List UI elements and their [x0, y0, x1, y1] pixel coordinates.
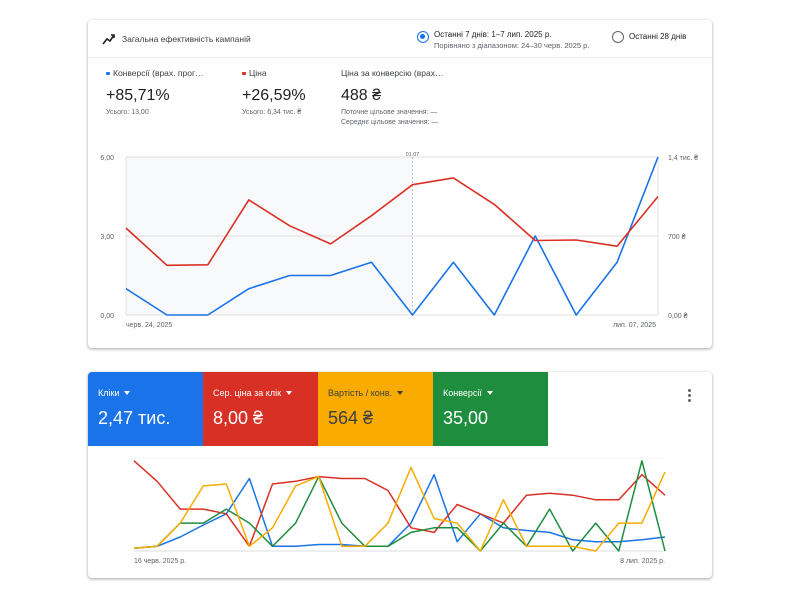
tile-avg-cpc-name: Сер. ціна за клік — [213, 388, 282, 398]
y-left-tick-label: 6,00 — [100, 155, 114, 162]
tile-conversions-name: Конверсії — [443, 388, 482, 398]
x-tick-label-end: 8 лип. 2025 р. — [620, 558, 665, 565]
tile-avg-cpc[interactable]: Сер. ціна за клік 8,00 ₴ — [203, 372, 318, 446]
tile-cpa-value: 564 ₴ — [328, 408, 374, 428]
x-tick-label-start: черв. 24, 2025 — [126, 322, 172, 329]
caret-down-icon[interactable] — [397, 391, 404, 395]
y-right-tick-label: 0,00 ₴ — [668, 313, 688, 320]
metric-conversions-total: Усього: 13,00 — [106, 109, 149, 116]
metric-cost-total: Усього: 6,34 тис. ₴ — [242, 109, 302, 116]
metric-cpa-average-target: Середнє цільове значення: — — [341, 119, 439, 126]
performance-line-chart[interactable]: 0,00 0,00 ₴ 3,00 700 ₴ 6,00 1,4 тис. ₴ 01.07 че… — [88, 150, 712, 340]
tile-avg-cpc-value: 8,00 ₴ — [213, 408, 264, 428]
tile-conversions[interactable]: Конверсії 35,00 — [433, 372, 548, 446]
metric-cost-name: Ціна — [249, 68, 267, 78]
metric-cost-per-conversion[interactable]: Ціна за конверсію (врах… 488 ₴ Поточне ц… — [341, 68, 443, 128]
performance-card-header: Загальна ефективність кампаній Останні 7… — [88, 20, 712, 58]
metric-cpa-name: Ціна за конверсію (врах… — [341, 68, 444, 78]
range-28-days-radio[interactable] — [612, 31, 624, 43]
tile-cpa-name: Вартість / конв. — [328, 388, 393, 398]
tile-cost-per-conversion[interactable]: Вартість / конв. 564 ₴ — [318, 372, 433, 446]
series-line-0 — [133, 473, 666, 549]
tile-clicks-value: 2,47 тис. — [98, 408, 171, 428]
conversions-legend-dot — [106, 71, 110, 75]
tile-clicks-name: Кліки — [98, 388, 120, 398]
y-right-tick-label: 700 ₴ — [668, 234, 686, 241]
series-line-1 — [125, 177, 659, 267]
caret-down-icon[interactable] — [486, 391, 493, 395]
caret-down-icon[interactable] — [124, 391, 131, 395]
y-left-tick-label: 0,00 — [100, 313, 114, 320]
series-line-2 — [133, 460, 666, 552]
series-line-1 — [133, 460, 666, 548]
metric-cpa-current-target: Поточне цільове значення: — — [341, 109, 438, 116]
range-7-days-radio[interactable] — [417, 31, 429, 43]
caret-down-icon[interactable] — [286, 391, 293, 395]
more-vert-icon[interactable] — [684, 388, 694, 404]
cost-legend-dot — [242, 71, 246, 75]
metric-tiles: Кліки 2,47 тис. Сер. ціна за клік 8,00 ₴… — [88, 372, 712, 446]
tile-conversions-value: 35,00 — [443, 408, 489, 428]
metric-conversions-name: Конверсії (врах. прог… — [113, 68, 204, 78]
x-tick-label-end: лип. 07, 2025 — [613, 322, 656, 329]
y-left-tick-label: 3,00 — [100, 234, 114, 241]
metrics-multiline-chart[interactable]: 16 черв. 2025 р. 8 лип. 2025 р. — [88, 448, 712, 578]
date-marker-label: 01.07 — [406, 152, 420, 158]
x-tick-label-start: 16 черв. 2025 р. — [134, 558, 186, 565]
metrics-overview-card: Кліки 2,47 тис. Сер. ціна за клік 8,00 ₴… — [88, 372, 712, 578]
range-7-days-comparison: Порівняно з діапазоном: 24–30 черв. 2025… — [434, 41, 590, 50]
series-line-3 — [133, 466, 666, 552]
series-line-0 — [125, 156, 659, 316]
performance-card: Загальна ефективність кампаній Останні 7… — [88, 20, 712, 348]
metric-conversions-value: +85,71% — [106, 87, 170, 104]
range-7-days-label[interactable]: Останні 7 днів: 1–7 лип. 2025 р. — [434, 30, 552, 39]
tile-clicks[interactable]: Кліки 2,47 тис. — [88, 372, 203, 446]
metric-cost-value: +26,59% — [242, 87, 306, 104]
metric-cost[interactable]: Ціна +26,59% Усього: 6,34 тис. ₴ — [242, 68, 306, 118]
metric-cpa-value: 488 ₴ — [341, 87, 382, 104]
range-28-days-label[interactable]: Останні 28 днів — [629, 32, 687, 41]
metric-conversions[interactable]: Конверсії (врах. прог… +85,71% Усього: 1… — [106, 68, 204, 118]
y-right-tick-label: 1,4 тис. ₴ — [668, 155, 698, 162]
performance-card-title: Загальна ефективність кампаній — [122, 34, 251, 44]
trending-up-icon — [102, 34, 115, 45]
